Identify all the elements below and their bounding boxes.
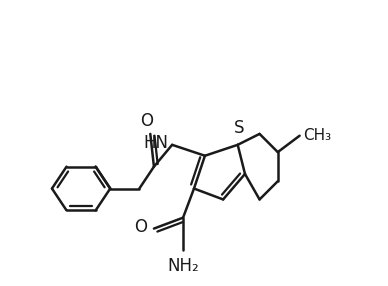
Text: O: O: [140, 112, 153, 130]
Text: NH₂: NH₂: [167, 257, 199, 275]
Text: CH₃: CH₃: [303, 128, 331, 143]
Text: S: S: [234, 119, 245, 137]
Text: HN: HN: [144, 134, 168, 152]
Text: O: O: [134, 218, 147, 236]
